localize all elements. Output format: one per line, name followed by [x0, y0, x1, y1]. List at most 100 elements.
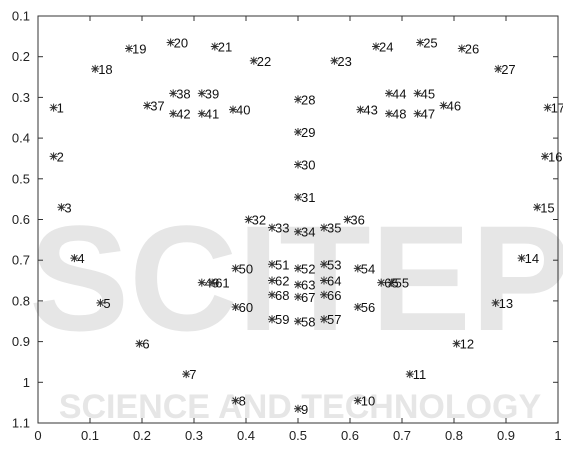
point-marker [416, 38, 425, 47]
landmark-point-25: 25 [416, 35, 438, 50]
point-label: 24 [379, 40, 393, 55]
landmark-point-48: 48 [385, 107, 406, 122]
point-label: 67 [301, 290, 315, 305]
landmark-point-10: 10 [353, 394, 375, 409]
point-label: 59 [275, 312, 289, 327]
point-marker [49, 152, 58, 161]
landmark-point-60: 60 [231, 300, 253, 315]
landmark-point-28: 28 [294, 92, 315, 107]
point-marker [197, 278, 206, 287]
point-label: 21 [218, 40, 232, 55]
landmark-point-21: 21 [210, 40, 232, 55]
point-marker [320, 223, 328, 232]
point-marker [320, 276, 328, 285]
point-label: 15 [540, 200, 554, 215]
landmark-point-46: 46 [439, 99, 461, 114]
landmark-point-15: 15 [533, 200, 555, 215]
y-tick-label: 0.9 [12, 334, 30, 349]
x-tick-label: 0.2 [133, 428, 151, 443]
y-tick-label: 1 [23, 375, 30, 390]
point-marker [268, 260, 276, 269]
landmark-point-58: 58 [294, 314, 315, 329]
point-marker [268, 223, 276, 232]
landmark-point-59: 59 [268, 312, 289, 327]
point-marker [533, 203, 542, 212]
point-marker [210, 42, 219, 51]
point-label: 47 [421, 107, 435, 122]
point-marker [135, 339, 144, 348]
point-marker [143, 101, 152, 110]
point-label: 17 [551, 101, 563, 116]
landmark-point-57: 57 [320, 312, 341, 327]
point-label: 6 [142, 337, 149, 352]
point-label: 23 [337, 54, 351, 69]
landmark-point-12: 12 [452, 337, 474, 352]
point-label: 27 [501, 62, 515, 77]
landmark-point-2: 2 [49, 149, 64, 164]
landmark-point-23: 23 [330, 54, 352, 69]
point-marker [543, 103, 552, 112]
point-label: 42 [176, 107, 190, 122]
point-label: 3 [64, 200, 71, 215]
point-label: 28 [301, 92, 315, 107]
landmark-point-66: 66 [320, 288, 341, 303]
landmark-point-40: 40 [229, 103, 250, 118]
point-marker [356, 105, 365, 114]
point-label: 11 [413, 367, 427, 382]
point-label: 46 [447, 99, 461, 114]
point-label: 66 [327, 288, 341, 303]
landmark-point-38: 38 [169, 86, 191, 101]
point-label: 65 [384, 276, 398, 291]
point-marker [244, 215, 253, 224]
landmark-point-34: 34 [294, 225, 315, 240]
landmark-point-7: 7 [182, 367, 196, 382]
point-marker [517, 254, 526, 263]
landmark-point-5: 5 [96, 296, 111, 311]
point-marker [385, 89, 393, 98]
x-tick-label: 0.3 [185, 428, 203, 443]
x-tick-label: 0.4 [237, 428, 255, 443]
landmark-point-16: 16 [541, 149, 562, 164]
landmark-point-63: 63 [294, 278, 315, 293]
point-label: 57 [327, 312, 341, 327]
point-marker [494, 64, 503, 73]
landmark-point-30: 30 [294, 158, 315, 173]
landmark-point-65: 65 [377, 276, 399, 291]
landmark-point-68: 68 [268, 288, 289, 303]
point-marker [169, 89, 178, 98]
point-label: 40 [236, 103, 250, 118]
point-label: 58 [301, 314, 315, 329]
x-tick-label: 0.9 [497, 428, 515, 443]
point-label: 14 [525, 251, 539, 266]
point-label: 2 [57, 149, 64, 164]
landmark-point-42: 42 [169, 107, 191, 122]
x-tick-label: 0.6 [341, 428, 359, 443]
landmark-point-19: 19 [125, 42, 146, 57]
y-tick-label: 0.6 [12, 212, 30, 227]
point-label: 31 [301, 190, 315, 205]
point-marker [294, 127, 302, 136]
landmark-point-61: 61 [208, 276, 230, 291]
point-label: 22 [257, 54, 271, 69]
point-label: 19 [132, 42, 146, 57]
point-marker [231, 396, 240, 405]
point-marker [91, 64, 100, 73]
point-marker [197, 89, 206, 98]
point-label: 41 [205, 107, 219, 122]
y-tick-label: 1.1 [12, 416, 30, 431]
point-label: 35 [327, 221, 341, 236]
point-marker [96, 298, 105, 307]
landmark-point-20: 20 [166, 35, 188, 50]
point-marker [169, 109, 178, 118]
point-label: 43 [363, 103, 377, 118]
point-marker [294, 317, 302, 326]
point-label: 53 [327, 257, 341, 272]
axes: 0 0.1 0.2 0.3 0.4 0.5 0.6 0.7 0.8 0.9 1 0.1 0.2 0.3 0.… [12, 9, 562, 444]
point-marker [353, 303, 362, 312]
y-tick-label: 0.1 [12, 9, 30, 24]
point-label: 7 [189, 367, 196, 382]
landmark-point-56: 56 [353, 300, 375, 315]
point-marker [387, 278, 396, 287]
landmark-point-44: 44 [385, 86, 406, 101]
point-label: 32 [252, 213, 266, 228]
